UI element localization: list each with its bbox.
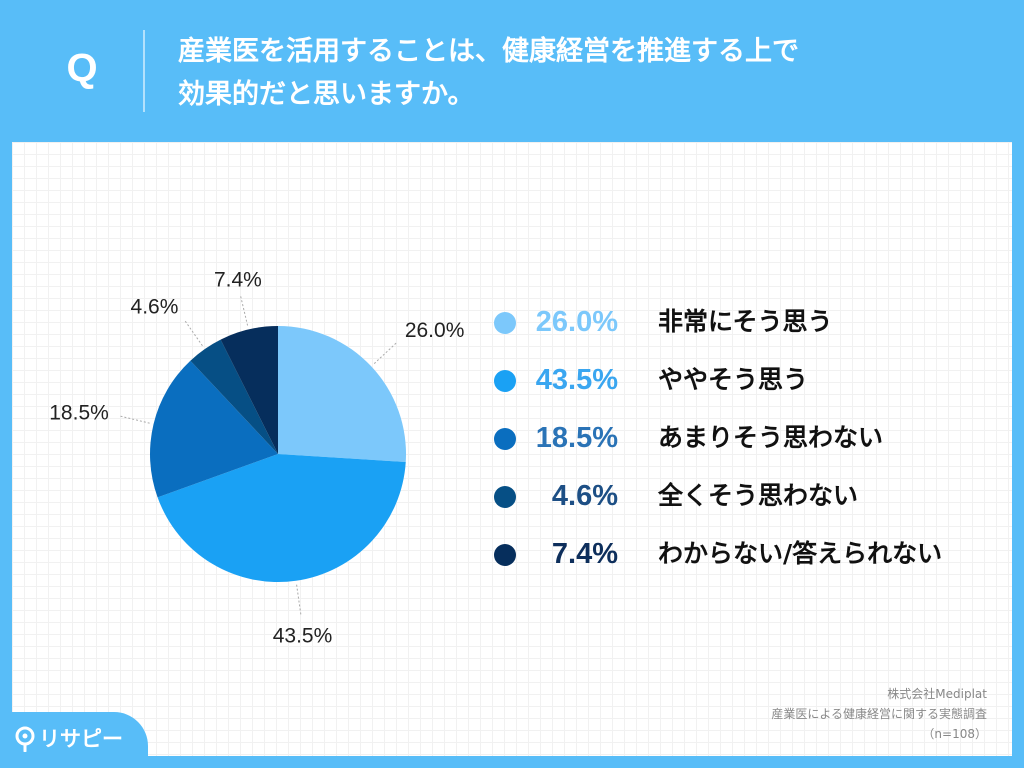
logo: リサピー (14, 716, 123, 760)
legend-swatch (494, 370, 516, 392)
question-line-1: 産業医を活用することは、健康経営を推進する上で (178, 36, 799, 67)
leader-line-not-much (118, 415, 150, 424)
pie-slice-dont-know (220, 326, 278, 454)
legend-swatch (494, 312, 516, 334)
header-divider (143, 30, 145, 112)
legend-item-not-at-all: 4.6% 全くそう思わない (490, 472, 1000, 530)
data-label-not-much: 18.5% (49, 401, 109, 424)
question-mark: Q (66, 46, 98, 90)
legend-item-not-much: 18.5% あまりそう思わない (490, 414, 1000, 472)
legend-item-somewhat: 43.5% ややそう思う (490, 356, 1000, 414)
legend-percent: 7.4% (551, 538, 618, 570)
data-label-very-much: 26.0% (405, 319, 465, 342)
data-label-not-at-all: 4.6% (131, 295, 179, 318)
pie-slice-somewhat (157, 454, 406, 583)
legend-swatch (494, 544, 516, 566)
legend-swatch (494, 428, 516, 450)
chart-card (12, 142, 1012, 756)
legend-label: 非常にそう思う (658, 307, 833, 336)
question-text: 産業医を活用することは、健康経営を推進する上で 効果的だと思いますか。 (178, 30, 978, 116)
footnote-survey: 産業医による健康経営に関する実態調査 (771, 707, 987, 721)
footnote-sample: （n=108） (922, 727, 987, 741)
legend-percent: 43.5% (535, 364, 618, 396)
leader-line-very-much (373, 341, 398, 365)
leader-line-somewhat (296, 584, 302, 617)
legend-percent: 4.6% (551, 480, 618, 512)
pie-slice-very-much (278, 326, 407, 463)
chart-legend: 26.0% 非常にそう思う 43.5% ややそう思う 18.5% あまりそう思わない 4.6… (490, 298, 1000, 588)
legend-label: わからない/答えられない (658, 539, 943, 568)
legend-item-very-much: 26.0% 非常にそう思う (490, 298, 1000, 356)
legend-percent: 26.0% (535, 306, 618, 338)
footnote-company: 株式会社Mediplat (887, 687, 987, 701)
legend-item-dont-know: 7.4% わからない/答えられない (490, 530, 1000, 588)
legend-label: ややそう思う (658, 365, 809, 394)
legend-percent: 18.5% (535, 422, 618, 454)
source-footnote: 株式会社Mediplat 産業医による健康経営に関する実態調査 （n=108） (771, 684, 987, 744)
header-banner: Q 産業医を活用することは、健康経営を推進する上で 効果的だと思いますか。 (0, 0, 1024, 142)
legend-swatch (494, 486, 516, 508)
leader-line-not-at-all (183, 319, 203, 347)
logo-tab (0, 712, 148, 768)
location-pin-icon (15, 726, 35, 752)
question-line-2: 効果的だと思いますか。 (178, 79, 475, 110)
legend-label: 全くそう思わない (658, 481, 859, 510)
leader-line-dont-know (239, 294, 249, 326)
logo-wordmark: リサピー (39, 727, 123, 751)
data-label-dont-know: 7.4% (214, 269, 262, 292)
pie-slice-not-much (150, 360, 278, 498)
legend-label: あまりそう思わない (658, 423, 884, 452)
pie-chart: 26.0% 43.5% 18.5% 4.6% 7.4% (49, 269, 465, 648)
data-label-somewhat: 43.5% (273, 624, 333, 647)
pie-slice-not-at-all (190, 339, 278, 454)
